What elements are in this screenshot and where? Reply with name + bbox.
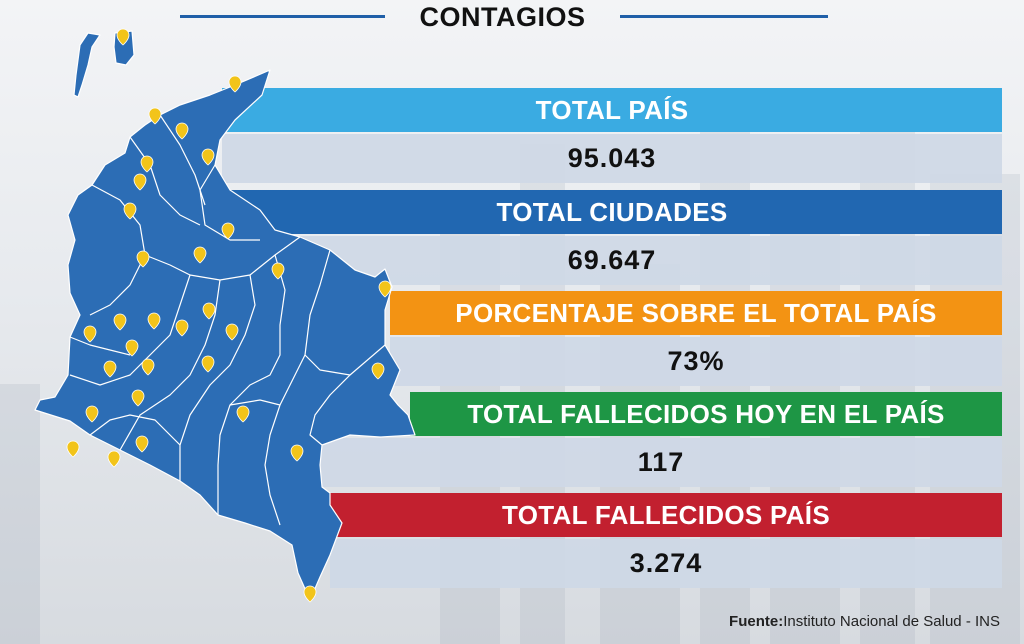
location-pin-icon <box>303 585 317 603</box>
stat-label-fallecidos-hoy: TOTAL FALLECIDOS HOY EN EL PAÍS <box>410 392 1002 436</box>
location-pin-icon <box>193 246 207 264</box>
location-pin-icon <box>236 405 250 423</box>
stat-label-total-ciudades: TOTAL CIUDADES <box>222 190 1002 234</box>
header-line-right <box>620 15 828 18</box>
location-pin-icon <box>107 450 121 468</box>
location-pin-icon <box>290 444 304 462</box>
location-pin-icon <box>66 440 80 458</box>
header-line-left <box>180 15 385 18</box>
colombia-map-icon <box>34 28 416 603</box>
location-pin-icon <box>113 313 127 331</box>
page-title: CONTAGIOS <box>419 2 586 32</box>
location-pin-icon <box>175 122 189 140</box>
source-text: Instituto Nacional de Salud - INS <box>783 613 1000 630</box>
location-pin-icon <box>271 262 285 280</box>
location-pin-icon <box>125 339 139 357</box>
location-pin-icon <box>133 173 147 191</box>
location-pin-icon <box>202 302 216 320</box>
stat-value-fallecidos-hoy: 117 <box>320 438 1002 487</box>
stat-value-fallecidos-pais: 3.274 <box>330 539 1002 588</box>
location-pin-icon <box>201 355 215 373</box>
stat-value-total-pais: 95.043 <box>222 134 1002 183</box>
location-pin-icon <box>175 319 189 337</box>
location-pin-icon <box>116 28 130 46</box>
location-pin-icon <box>378 280 392 298</box>
location-pin-icon <box>103 360 117 378</box>
stat-label-porcentaje: PORCENTAJE SOBRE EL TOTAL PAÍS <box>390 291 1002 335</box>
location-pin-icon <box>136 250 150 268</box>
location-pin-icon <box>148 107 162 125</box>
location-pin-icon <box>201 148 215 166</box>
location-pin-icon <box>221 222 235 240</box>
location-pin-icon <box>371 362 385 380</box>
location-pin-icon <box>131 389 145 407</box>
location-pin-icon <box>123 202 137 220</box>
location-pin-icon <box>147 312 161 330</box>
location-pin-icon <box>141 358 155 376</box>
stat-label-fallecidos-pais: TOTAL FALLECIDOS PAÍS <box>330 493 1002 537</box>
location-pin-icon <box>135 435 149 453</box>
source-label: Fuente: <box>729 613 784 630</box>
source-note: Fuente:Instituto Nacional de Salud - INS <box>729 613 1000 630</box>
location-pin-icon <box>228 75 242 93</box>
location-pin-icon <box>85 405 99 423</box>
stat-value-porcentaje: 73% <box>390 337 1002 386</box>
location-pin-icon <box>225 323 239 341</box>
location-pin-icon <box>83 325 97 343</box>
location-pin-icon <box>140 155 154 173</box>
stat-label-total-pais: TOTAL PAÍS <box>222 88 1002 132</box>
